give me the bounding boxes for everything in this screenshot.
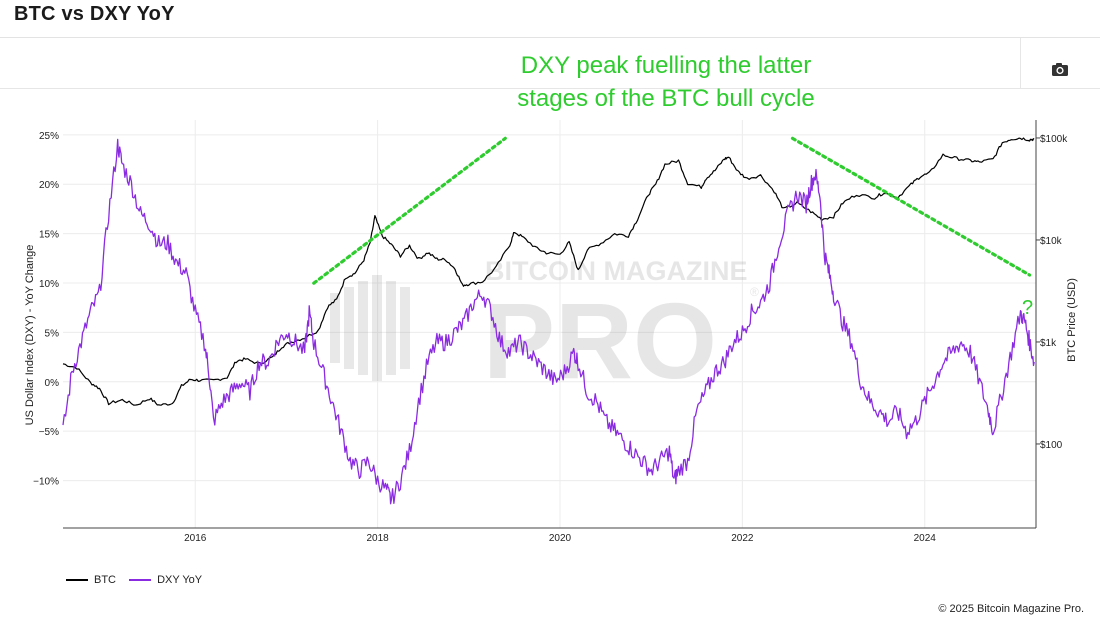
watermark-registered: ® — [750, 285, 759, 299]
y-left-tick-label: −10% — [33, 477, 59, 488]
y-right-tick-label: $100 — [1040, 440, 1063, 451]
y-left-tick-label: 5% — [45, 328, 60, 339]
y-right-tick-label: $100k — [1040, 134, 1068, 145]
x-tick-label: 2022 — [731, 533, 754, 544]
legend-label-btc: BTC — [94, 574, 116, 586]
y-left-tick-label: 0% — [45, 378, 60, 389]
y-right-tick-label: $10k — [1040, 236, 1063, 247]
annotation-line-2: stages of the BTC bull cycle — [517, 85, 814, 112]
y-axis-right-label: BTC Price (USD) — [1066, 278, 1078, 362]
y-right-tick-label: $1k — [1040, 338, 1057, 349]
watermark-text-1: BITCOIN MAGAZINE — [485, 256, 748, 286]
legend-item-dxy[interactable]: DXY YoY — [129, 574, 202, 586]
y-left-tick-label: 10% — [39, 279, 59, 290]
x-tick-label: 2020 — [549, 533, 572, 544]
y-left-tick-label: 15% — [39, 230, 59, 241]
x-tick-label: 2024 — [914, 533, 937, 544]
y-axis-left-label: US Dollar Index (DXY) - YoY Change — [24, 245, 36, 426]
legend-swatch-btc — [66, 579, 88, 581]
legend-swatch-dxy — [129, 579, 152, 581]
camera-icon — [1052, 63, 1068, 76]
title-divider — [0, 37, 1100, 38]
series — [62, 137, 1035, 505]
legend: BTC DXY YoY — [66, 572, 212, 586]
annotation-dotted-line — [790, 136, 1032, 277]
x-tick-label: 2016 — [184, 533, 207, 544]
y-left-tick-label: −5% — [39, 427, 59, 438]
copyright-footer: © 2025 Bitcoin Magazine Pro. — [938, 603, 1084, 615]
axes: −10% −5% 0% 5% 10% 15% 20% 25% 2016 2018 2020 2022 2… — [33, 120, 1068, 544]
y-left-tick-label: 20% — [39, 180, 59, 191]
legend-item-btc[interactable]: BTC — [66, 574, 116, 586]
y-left-tick-label: 25% — [39, 131, 59, 142]
series-dxy-line — [62, 138, 1035, 505]
watermark-text-2: PRO — [483, 280, 717, 401]
gridlines — [63, 120, 1036, 528]
chart-toolbar — [0, 38, 1100, 89]
annotation-question: ? — [1022, 297, 1033, 319]
x-tick-label: 2018 — [366, 533, 389, 544]
camera-button[interactable] — [1046, 56, 1074, 84]
series-btc-line — [62, 137, 1035, 406]
legend-label-dxy: DXY YoY — [157, 574, 203, 586]
annotation-lines — [312, 136, 1032, 285]
toolbar-separator — [1020, 38, 1021, 88]
annotation-line-1: DXY peak fuelling the latter — [521, 52, 811, 79]
watermark: BITCOIN MAGAZINE PRO ® — [330, 256, 759, 401]
annotation-dotted-line — [312, 136, 507, 285]
page-title: BTC vs DXY YoY — [14, 3, 175, 25]
